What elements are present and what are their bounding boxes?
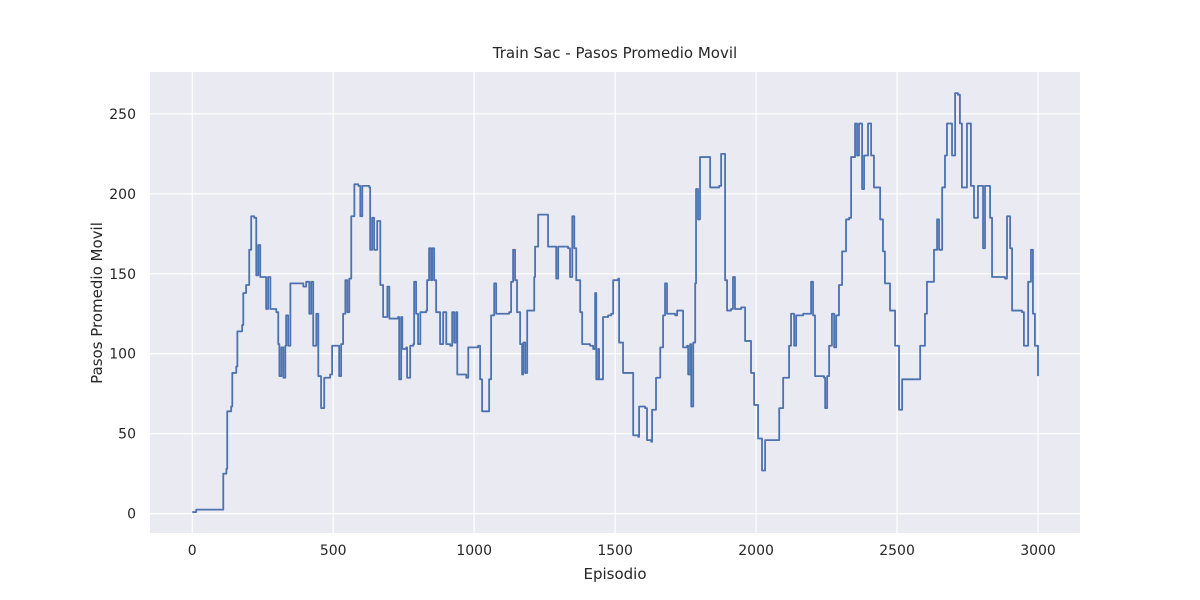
y-tick-label: 0: [127, 507, 136, 523]
y-tick-label: 200: [109, 187, 136, 203]
data-line: [192, 92, 1039, 513]
x-tick-label: 2500: [879, 543, 915, 559]
y-tick-label: 100: [109, 347, 136, 363]
x-tick-label: 3000: [1020, 543, 1056, 559]
x-tick-label: 0: [188, 543, 197, 559]
x-tick-label: 500: [320, 543, 347, 559]
y-tick-label: 150: [109, 267, 136, 283]
x-tick-label: 1500: [597, 543, 633, 559]
x-axis-label: Episodio: [583, 565, 646, 583]
y-axis-label: Pasos Promedio Movil: [88, 222, 106, 384]
y-tick-label: 250: [109, 107, 136, 123]
x-tick-label: 1000: [456, 543, 492, 559]
chart-title: Train Sac - Pasos Promedio Movil: [492, 44, 737, 62]
x-tick-label: 2000: [738, 543, 774, 559]
y-tick-label: 50: [118, 427, 136, 443]
